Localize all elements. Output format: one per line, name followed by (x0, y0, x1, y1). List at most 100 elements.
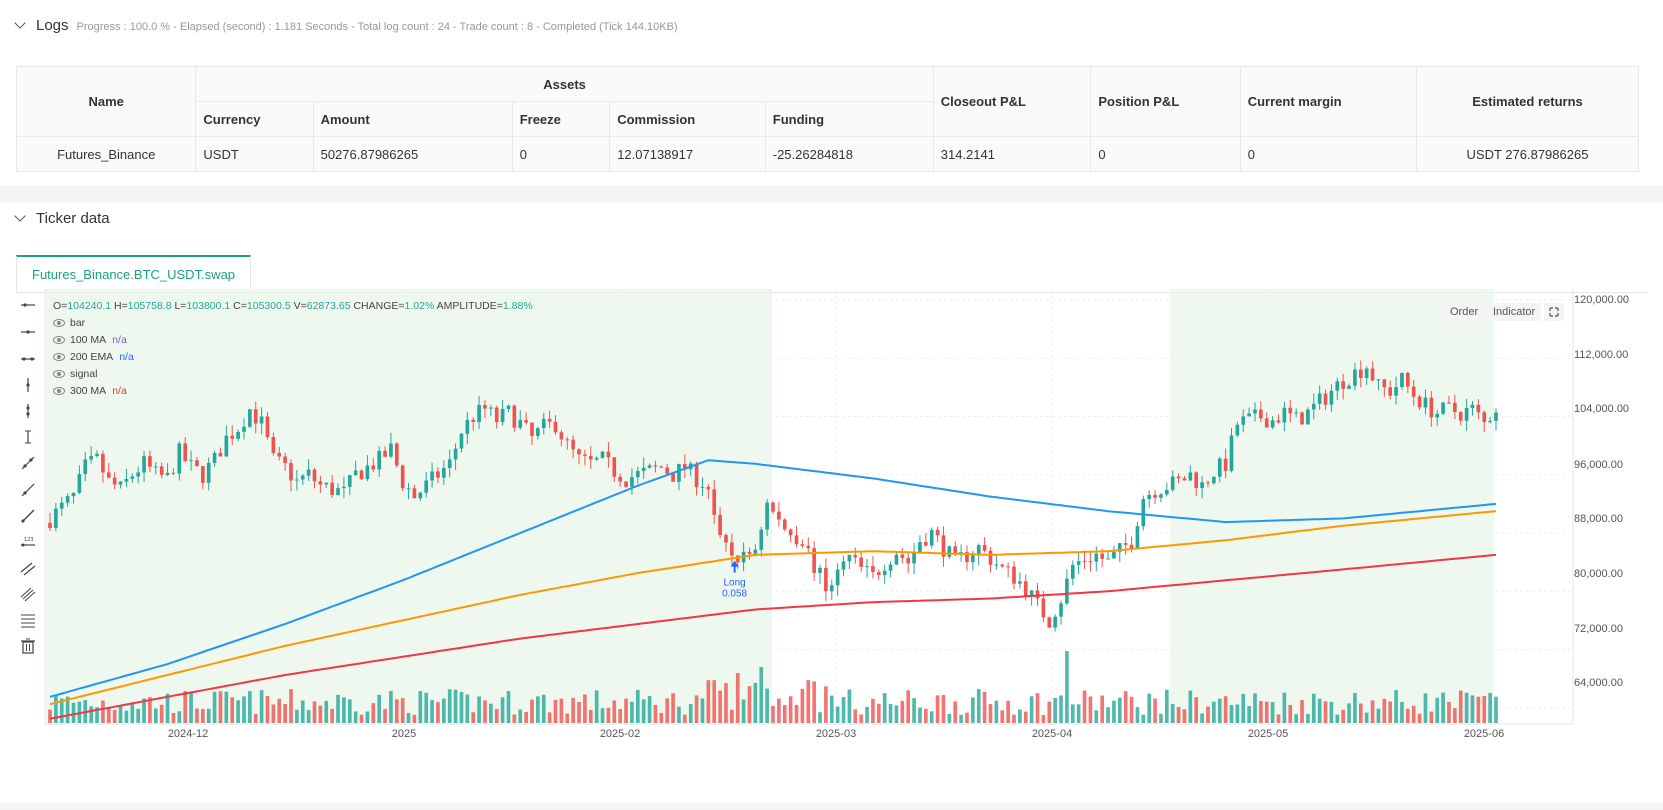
legend-200ema[interactable]: 200 EMA n/a (53, 351, 134, 363)
candle-body (1335, 381, 1340, 391)
volume-bar (788, 696, 793, 723)
candle-body (829, 585, 834, 592)
legend-signal[interactable]: signal (53, 368, 97, 380)
candle-body (1435, 413, 1440, 418)
parallel-channel-tool-icon[interactable] (20, 560, 36, 576)
volume-bar (618, 709, 622, 723)
candle-body (1035, 590, 1040, 599)
candle-body (859, 557, 863, 567)
vertical-segment-tool-icon[interactable] (20, 429, 36, 445)
collapse-chevron-icon[interactable] (14, 17, 26, 29)
volume-bar (1088, 696, 1093, 723)
volume-bar (477, 696, 481, 723)
volume-bar (436, 702, 440, 723)
volume-bar (947, 713, 952, 723)
eye-icon[interactable] (53, 336, 65, 344)
volume-bar (1247, 706, 1251, 723)
candle-body (518, 420, 523, 428)
volume-bar (365, 711, 370, 723)
order-button[interactable]: Order (1444, 303, 1485, 321)
candle-body (788, 529, 793, 536)
fibonacci-tool-icon[interactable] (20, 612, 36, 628)
candle-body (1411, 386, 1416, 397)
candle-body (1376, 379, 1381, 381)
volume-bar (606, 707, 611, 723)
pitchfork-tool-icon[interactable] (20, 586, 36, 602)
candle-body (912, 551, 916, 564)
volume-bar (295, 709, 299, 723)
volume-bar (165, 693, 170, 723)
eye-icon[interactable] (53, 319, 65, 327)
cell-current-margin: 0 (1239, 136, 1418, 172)
candle-body (841, 561, 846, 570)
trend-line-tool-icon[interactable] (20, 455, 36, 471)
arrow-line-tool-icon[interactable] (20, 508, 36, 524)
volume-bar (818, 712, 822, 723)
volume-bar (530, 699, 534, 723)
candle-body (1417, 396, 1422, 408)
volume-bar (1376, 708, 1381, 723)
volume-bar (630, 701, 634, 723)
candle-body (1388, 387, 1393, 396)
candle-body (1482, 412, 1487, 423)
candle-body (77, 474, 82, 493)
candle-body (541, 418, 546, 429)
volume-bar (1453, 708, 1457, 723)
vertical-ray-tool-icon[interactable] (20, 403, 36, 419)
candle-body (1476, 404, 1481, 413)
candle-body (1018, 581, 1022, 584)
price-label-tool-icon[interactable]: 123 (20, 534, 36, 550)
candle-body (483, 404, 487, 409)
volume-bar (59, 698, 64, 723)
candle-body (865, 566, 869, 568)
tab-btc-usdt-swap[interactable]: Futures_Binance.BTC_USDT.swap (16, 255, 252, 292)
legend-bar[interactable]: bar (53, 317, 85, 329)
candle-body (171, 472, 176, 474)
volume-bar (1388, 701, 1393, 723)
legend-100ma[interactable]: 100 MA n/a (53, 334, 127, 346)
trash-icon[interactable] (20, 638, 36, 654)
extended-line-tool-icon[interactable] (20, 351, 36, 367)
candle-body (1488, 420, 1492, 423)
candle-body (1100, 553, 1104, 559)
volume-bar (1182, 709, 1187, 723)
candle-body (206, 462, 211, 483)
volume-bar (1464, 692, 1469, 723)
candle-body (353, 470, 358, 476)
volume-bar (794, 704, 799, 723)
high-value: 105758.8 (127, 300, 172, 312)
cell-freeze: 0 (511, 136, 611, 172)
candle-body (130, 476, 135, 479)
logs-header[interactable]: Logs Progress : 100.0 % - Elapsed (secon… (14, 17, 678, 34)
candle-body (771, 502, 775, 512)
candle-body (1358, 369, 1363, 378)
eye-icon[interactable] (53, 370, 65, 378)
ray-tool-icon[interactable] (20, 482, 36, 498)
volume-bar (1135, 707, 1140, 723)
legend-300ma[interactable]: 300 MA n/a (53, 385, 127, 397)
candle-body (559, 432, 564, 440)
volume-bar (777, 698, 781, 723)
volume-bar (988, 704, 993, 723)
candle-body (924, 542, 928, 546)
fullscreen-icon[interactable] (1544, 303, 1564, 321)
indicator-button[interactable]: Indicator (1487, 303, 1542, 321)
candle-body (606, 451, 611, 458)
horizontal-line-tool-icon[interactable] (20, 324, 36, 340)
volume-bar (906, 690, 911, 723)
ticker-header[interactable]: Ticker data (14, 210, 110, 227)
volume-bar (953, 701, 958, 723)
candle-body (694, 463, 699, 488)
vertical-line-tool-icon[interactable] (20, 377, 36, 393)
eye-icon[interactable] (53, 387, 65, 395)
candle-body (1470, 404, 1475, 408)
horizontal-ray-tool-icon[interactable] (20, 297, 36, 313)
volume-bar (265, 696, 270, 723)
volume-bar (48, 709, 52, 723)
volume-bar (1094, 710, 1099, 723)
candle-body (347, 475, 352, 487)
candle-body (1217, 458, 1222, 477)
volume-bar (347, 699, 352, 723)
eye-icon[interactable] (53, 353, 65, 361)
